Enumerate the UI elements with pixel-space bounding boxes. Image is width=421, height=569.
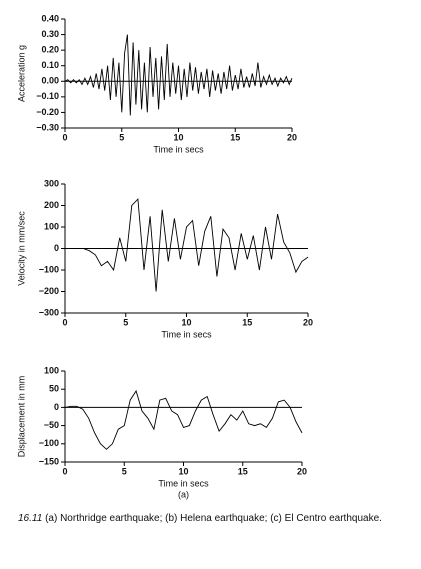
y-tick-label: 0 bbox=[54, 243, 59, 253]
y-tick-label: 0.40 bbox=[41, 13, 59, 23]
y-tick-label: 50 bbox=[49, 384, 59, 394]
y-tick-label: 0.00 bbox=[41, 76, 59, 86]
x-tick-label: 0 bbox=[62, 132, 67, 142]
x-axis-label: Time in secs bbox=[161, 329, 212, 339]
y-tick-label: 300 bbox=[44, 178, 59, 188]
y-tick-label: −0.20 bbox=[36, 107, 59, 117]
y-tick-label: 100 bbox=[44, 221, 59, 231]
caption: 16.11 (a) Northridge earthquake; (b) Hel… bbox=[18, 512, 408, 525]
y-tick-label: −200 bbox=[39, 286, 59, 296]
x-tick-label: 15 bbox=[230, 132, 240, 142]
x-tick-label: 15 bbox=[238, 466, 248, 476]
y-tick-label: 100 bbox=[44, 365, 59, 375]
y-tick-label: −150 bbox=[39, 456, 59, 466]
x-tick-label: 5 bbox=[119, 132, 124, 142]
x-tick-label: 5 bbox=[123, 317, 128, 327]
y-tick-label: −300 bbox=[39, 307, 59, 317]
x-tick-label: 10 bbox=[178, 466, 188, 476]
x-tick-label: 20 bbox=[287, 132, 297, 142]
y-axis-label: Velocity in mm/sec bbox=[16, 211, 26, 286]
x-tick-label: 20 bbox=[297, 466, 307, 476]
line bbox=[65, 198, 309, 292]
y-tick-label: −50 bbox=[44, 420, 59, 430]
y-tick-label: −0.30 bbox=[36, 122, 59, 132]
y-tick-label: 0 bbox=[54, 402, 59, 412]
x-tick-label: 0 bbox=[62, 317, 67, 327]
annotation: (a) bbox=[178, 489, 189, 499]
line bbox=[64, 34, 293, 116]
x-axis-label: Time in secs bbox=[158, 478, 209, 488]
figure: 0.400.300.200.100.00−0.10−0.20−0.300 5 10 1… bbox=[16, 13, 313, 499]
caption-number: 16.11 bbox=[18, 513, 43, 524]
y-tick-label: −0.10 bbox=[36, 91, 59, 101]
y-tick-label: −100 bbox=[39, 438, 59, 448]
x-tick-label: 10 bbox=[181, 317, 191, 327]
line bbox=[64, 389, 303, 450]
x-tick-label: 0 bbox=[62, 466, 67, 476]
y-tick-label: −100 bbox=[39, 264, 59, 274]
x-tick-label: 5 bbox=[122, 466, 127, 476]
y-tick-label: 200 bbox=[44, 200, 59, 210]
y-axis-label: Displacement in mm bbox=[16, 376, 26, 458]
x-tick-label: 10 bbox=[173, 132, 183, 142]
y-tick-label: 0.10 bbox=[41, 60, 59, 70]
y-tick-label: 0.30 bbox=[41, 29, 59, 39]
y-tick-label: 0.20 bbox=[41, 45, 59, 55]
y-axis-label: Acceleration g bbox=[16, 45, 26, 102]
x-tick-label: 15 bbox=[242, 317, 252, 327]
x-tick-label: 20 bbox=[303, 317, 313, 327]
caption-text: (a) Northridge earthquake; (b) Helena ea… bbox=[45, 513, 382, 524]
x-axis-label: Time in secs bbox=[153, 144, 204, 154]
